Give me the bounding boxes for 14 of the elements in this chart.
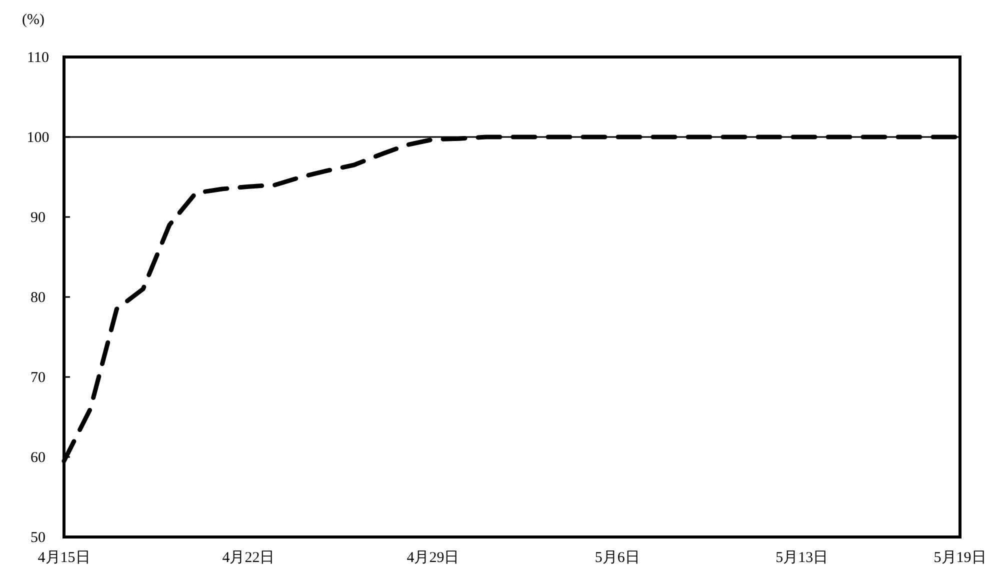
y-tick-label: 70 <box>30 370 46 386</box>
y-tick-label: 100 <box>26 130 50 146</box>
x-tick-label: 4月29日 <box>406 550 460 566</box>
y-tick-label: 60 <box>30 450 46 466</box>
y-tick-label: 90 <box>30 210 46 226</box>
x-tick-label: 4月15日 <box>38 550 90 566</box>
x-tick-label: 5月19日 <box>934 550 986 566</box>
x-tick-label: 5月6日 <box>594 550 640 566</box>
y-tick-label: 80 <box>30 290 46 306</box>
x-tick-label: 4月22日 <box>222 550 275 566</box>
y-tick-label: 110 <box>27 50 49 66</box>
y-tick-label: 50 <box>30 530 46 546</box>
ylabel: (%) <box>22 12 44 28</box>
x-tick-label: 5月13日 <box>776 550 828 566</box>
